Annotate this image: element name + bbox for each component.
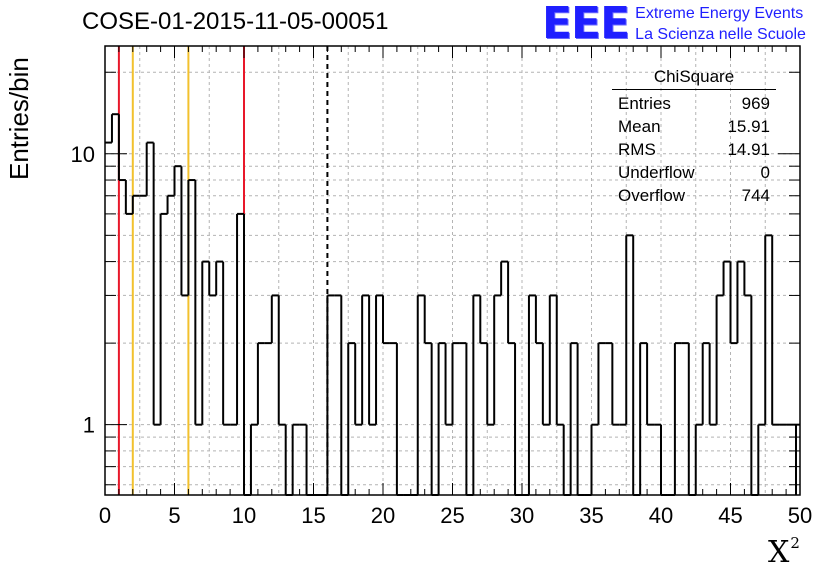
stats-label: Overflow (618, 186, 686, 205)
stats-value: 0 (760, 163, 770, 182)
stats-label: Underflow (618, 163, 695, 182)
grid-layer (105, 46, 800, 495)
y-tick-label: 1 (83, 413, 95, 438)
axis-layer: 0 5 10 15 20 25 30 35 40 45 50 1 10 (71, 45, 812, 528)
stats-row: RMS 14.91 (612, 138, 776, 161)
stats-box: ChiSquare Entries 969 Mean 15.91 RMS 14.… (612, 66, 776, 207)
x-tick-label: 25 (440, 503, 464, 528)
x-tick-label: 40 (649, 503, 673, 528)
x-tick-label: 30 (510, 503, 534, 528)
stats-row: Underflow 0 (612, 161, 776, 184)
stats-value: 744 (741, 186, 770, 205)
stats-row: Overflow 744 (612, 184, 776, 207)
stats-label: RMS (618, 140, 656, 159)
x-tick-label: 45 (718, 503, 742, 528)
stats-row: Mean 15.91 (612, 115, 776, 138)
x-tick-label: 35 (579, 503, 603, 528)
eee-logo: EEE (542, 0, 630, 49)
eee-brand: EEE Extreme Energy Events La Scienza nel… (542, 2, 806, 46)
brand-line-2: La Scienza nelle Scuole (635, 26, 806, 43)
brand-line-1: Extreme Energy Events (635, 5, 804, 22)
y-tick-label: 10 (71, 142, 95, 167)
run-title: COSE-01-2015-11-05-00051 (82, 8, 389, 35)
x-axis-label-base: X (768, 535, 790, 570)
x-tick-label: 5 (168, 503, 180, 528)
stats-row: Entries 969 (612, 92, 776, 115)
stats-label: Mean (618, 117, 661, 136)
x-axis-label: X2 (768, 534, 800, 570)
x-tick-label: 0 (99, 503, 111, 528)
x-axis-label-sup: 2 (790, 534, 800, 552)
brand-lines: Extreme Energy Events La Scienza nelle S… (635, 3, 806, 45)
stats-value: 969 (741, 94, 770, 113)
y-axis-label: Entries/bin (4, 57, 34, 180)
x-tick-label: 50 (788, 503, 812, 528)
stats-label: Entries (618, 94, 671, 113)
x-tick-label: 15 (301, 503, 325, 528)
x-tick-label: 10 (232, 503, 256, 528)
x-tick-label: 20 (371, 503, 395, 528)
stats-title: ChiSquare (612, 66, 776, 90)
stats-value: 14.91 (727, 140, 770, 159)
stats-value: 15.91 (727, 117, 770, 136)
